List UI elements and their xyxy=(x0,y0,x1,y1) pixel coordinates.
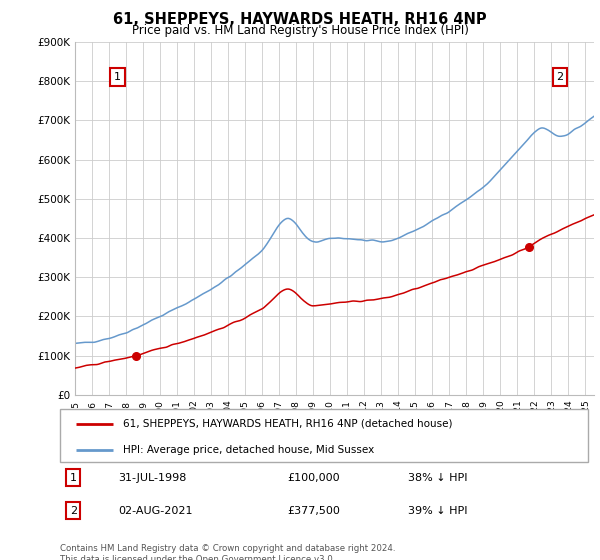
Text: Price paid vs. HM Land Registry's House Price Index (HPI): Price paid vs. HM Land Registry's House … xyxy=(131,24,469,36)
Text: £377,500: £377,500 xyxy=(287,506,340,516)
Text: 39% ↓ HPI: 39% ↓ HPI xyxy=(409,506,468,516)
Text: 1: 1 xyxy=(114,72,121,82)
Text: 38% ↓ HPI: 38% ↓ HPI xyxy=(409,473,468,483)
Text: 61, SHEPPEYS, HAYWARDS HEATH, RH16 4NP: 61, SHEPPEYS, HAYWARDS HEATH, RH16 4NP xyxy=(113,12,487,27)
Text: 2: 2 xyxy=(70,506,77,516)
Text: 02-AUG-2021: 02-AUG-2021 xyxy=(118,506,193,516)
Text: 31-JUL-1998: 31-JUL-1998 xyxy=(118,473,187,483)
Text: 61, SHEPPEYS, HAYWARDS HEATH, RH16 4NP (detached house): 61, SHEPPEYS, HAYWARDS HEATH, RH16 4NP (… xyxy=(124,419,453,429)
Text: 1: 1 xyxy=(70,473,77,483)
Text: 2: 2 xyxy=(556,72,563,82)
Text: HPI: Average price, detached house, Mid Sussex: HPI: Average price, detached house, Mid … xyxy=(124,445,374,455)
Text: Contains HM Land Registry data © Crown copyright and database right 2024.
This d: Contains HM Land Registry data © Crown c… xyxy=(60,544,395,560)
Text: £100,000: £100,000 xyxy=(287,473,340,483)
